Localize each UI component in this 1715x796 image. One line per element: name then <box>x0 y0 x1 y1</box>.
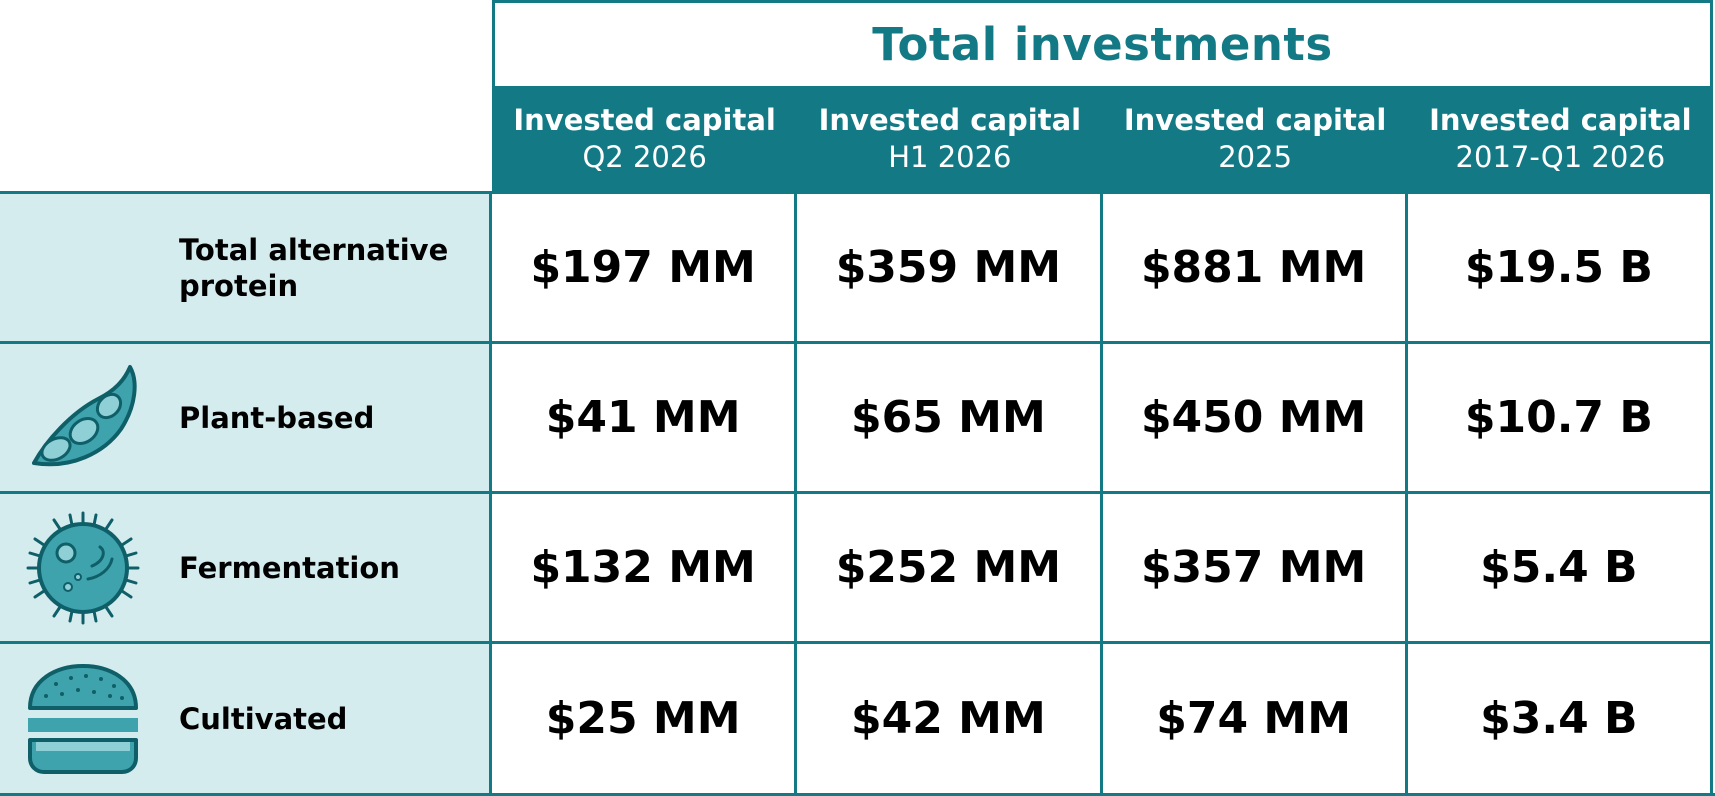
table-cell: $25 MM <box>492 641 798 793</box>
table-row: Fermentation $132 MM $252 MM $357 MM $5.… <box>0 491 1715 641</box>
table-cell: $881 MM <box>1102 191 1408 341</box>
column-header: Invested capital 2017-Q1 2026 <box>1408 86 1713 192</box>
row-label-cell: Total alternative protein <box>0 191 492 341</box>
column-header-line2: Q2 2026 <box>582 140 707 174</box>
column-header-line1: Invested capital <box>513 103 776 137</box>
table-row: Plant-based $41 MM $65 MM $450 MM $10.7 … <box>0 341 1715 491</box>
table-cell: $359 MM <box>797 191 1103 341</box>
column-header: Invested capital H1 2026 <box>797 86 1102 192</box>
soybean-pod-icon <box>26 361 140 475</box>
table-cell: $132 MM <box>492 491 798 641</box>
column-header: Invested capital 2025 <box>1103 86 1408 192</box>
row-label: Fermentation <box>179 550 400 585</box>
row-label: Total alternative protein <box>179 232 449 303</box>
table-cell: $5.4 B <box>1407 491 1713 641</box>
column-header-row: Invested capital Q2 2026 Invested capita… <box>492 86 1713 192</box>
table-title-box: Total investments <box>492 0 1713 86</box>
table-cell: $74 MM <box>1102 641 1408 793</box>
column-header-line2: H1 2026 <box>888 140 1012 174</box>
microbe-icon <box>26 511 140 625</box>
table-row: Total alternative protein $197 MM $359 M… <box>0 191 1715 341</box>
table-cell: $197 MM <box>492 191 798 341</box>
column-header: Invested capital Q2 2026 <box>492 86 797 192</box>
burger-icon <box>26 662 140 776</box>
table-cell: $10.7 B <box>1407 341 1713 491</box>
row-label: Plant-based <box>179 400 375 435</box>
table-title: Total investments <box>872 18 1333 71</box>
table-cell: $65 MM <box>797 341 1103 491</box>
table-cell: $19.5 B <box>1407 191 1713 341</box>
table-row: Cultivated $25 MM $42 MM $74 MM $3.4 B <box>0 641 1715 793</box>
row-label-cell: Fermentation <box>0 491 492 641</box>
table-cell: $450 MM <box>1102 341 1408 491</box>
column-header-line1: Invested capital <box>818 103 1082 137</box>
column-header-line2: 2025 <box>1218 140 1293 174</box>
column-header-line2: 2017-Q1 2026 <box>1455 140 1666 174</box>
table-cell: $357 MM <box>1102 491 1408 641</box>
table-cell: $252 MM <box>797 491 1103 641</box>
row-label-cell: Plant-based <box>0 341 492 491</box>
row-label-cell: Cultivated <box>0 641 492 793</box>
column-header-line1: Invested capital <box>1123 103 1387 137</box>
row-label: Cultivated <box>179 701 348 736</box>
column-header-line1: Invested capital <box>1429 103 1692 137</box>
table-cell: $3.4 B <box>1407 641 1713 793</box>
table-cell: $42 MM <box>797 641 1103 793</box>
table-cell: $41 MM <box>492 341 798 491</box>
table-bottom-border <box>0 793 1715 796</box>
